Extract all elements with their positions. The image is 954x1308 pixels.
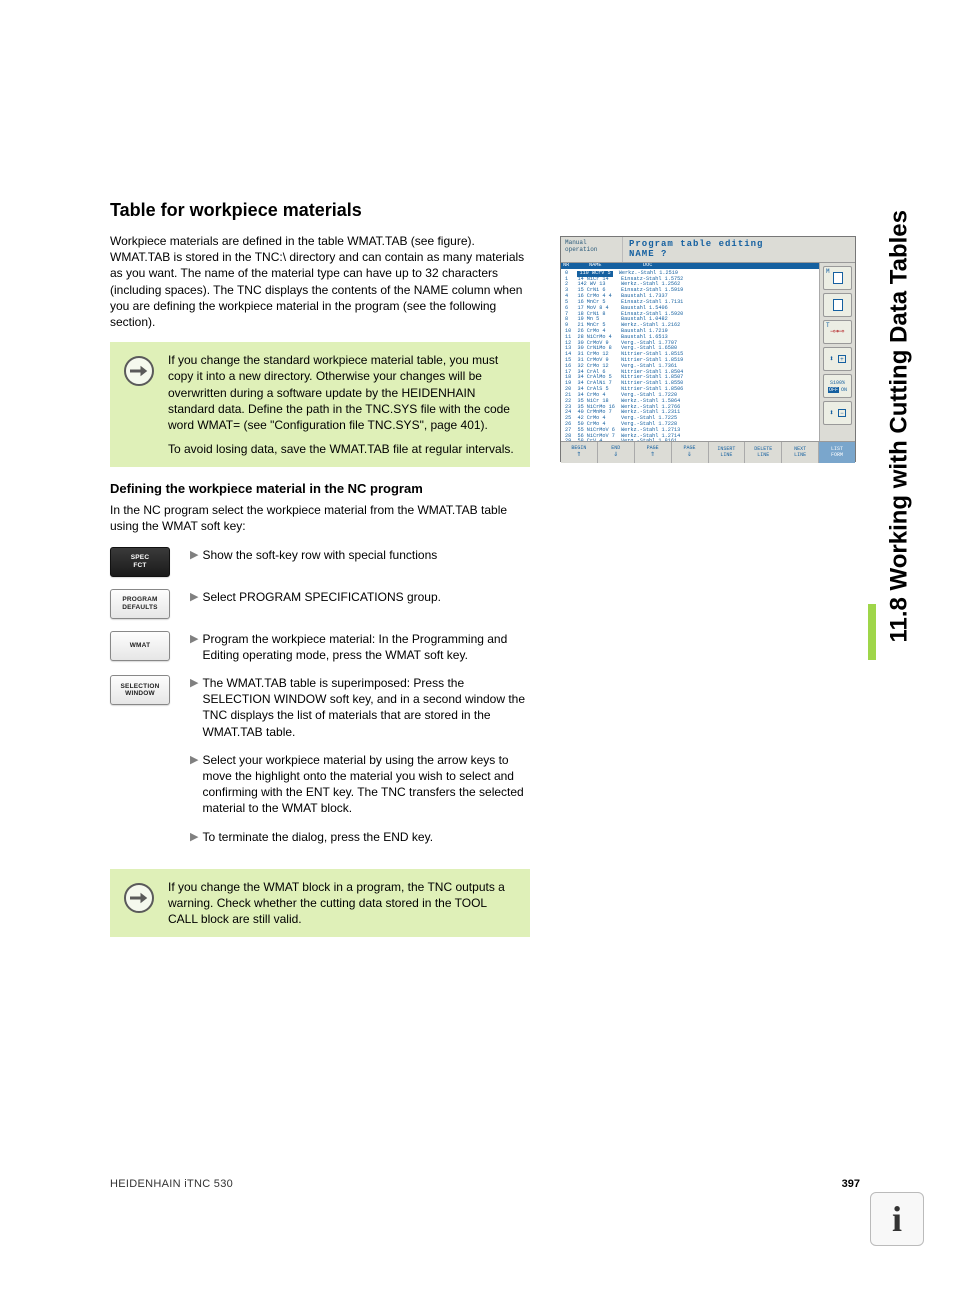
screenshot-body: NR NAME DOC 0 110 WCrV 5 Werkz.-Stahl 1.… [561,263,855,441]
step-row: ▶To terminate the dialog, press the END … [110,829,530,857]
footer-softkey[interactable]: BEGIN⇑ [561,442,598,463]
intro-paragraph: Workpiece materials are defined in the t… [110,233,530,330]
col-name: NAME [589,263,643,269]
step-row: SELECTION WINDOW ▶The WMAT.TAB table is s… [110,675,530,740]
footer-softkey[interactable]: NEXTLINE [782,442,819,463]
footer-softkey[interactable]: DELETELINE [745,442,782,463]
info-glyph: i [892,1198,902,1240]
footer-page-number: 397 [842,1178,860,1190]
softkey-button[interactable]: SELECTION WINDOW [110,675,170,705]
step-row: SPEC FCT ▶Show the soft-key row with spec… [110,547,530,577]
subheading: Defining the workpiece material in the N… [110,481,530,496]
tnc-screenshot: Manual operation Program table editing N… [560,236,856,462]
screenshot-header: Manual operation Program table editing N… [561,237,855,263]
softkey-button[interactable]: SPEC FCT [110,547,170,577]
side-btn-m[interactable]: M [823,266,852,290]
screenshot-mode: Manual operation [561,237,623,262]
step-description: Select PROGRAM SPECIFICATIONS group. [202,589,530,606]
note-icon-wrap [122,352,156,386]
page-footer: HEIDENHAIN iTNC 530 397 [110,1178,860,1190]
step-description: To terminate the dialog, press the END k… [202,829,530,846]
note-box-2: If you change the WMAT block in a progra… [110,869,530,938]
step-row: PROGRAM DEFAULTS ▶Select PROGRAM SPECIFIC… [110,589,530,619]
footer-softkey[interactable]: LISTFORM [819,442,855,463]
step-key-slot: PROGRAM DEFAULTS [110,589,176,619]
col-nr: NR [563,263,589,269]
screenshot-table-header: NR NAME DOC [561,263,819,269]
footer-softkey[interactable]: PAGE⇑ [635,442,672,463]
footer-softkey[interactable]: INSERTLINE [709,442,746,463]
side-btn-plus[interactable]: ⬍+ [823,347,852,371]
screenshot-title: Program table editing NAME ? [623,237,855,262]
step-key-slot: SELECTION WINDOW [110,675,176,705]
note-icon-wrap [122,879,156,913]
side-btn-2[interactable] [823,293,852,317]
softkey-button[interactable]: WMAT [110,631,170,661]
arrow-icon: ⇑ [650,451,655,459]
arrow-icon: ⇓ [613,451,618,459]
screenshot-table: NR NAME DOC 0 110 WCrV 5 Werkz.-Stahl 1.… [561,263,819,441]
step-text: ▶The WMAT.TAB table is superimposed: Pre… [190,675,530,740]
step-arrow-icon: ▶ [190,675,198,740]
step-text: ▶Select your workpiece material by using… [190,752,530,817]
step-arrow-icon: ▶ [190,752,198,817]
side-btn-minus[interactable]: ⬍− [823,401,852,425]
footer-softkey[interactable]: PAGE⇓ [672,442,709,463]
step-text: ▶Select PROGRAM SPECIFICATIONS group. [190,589,530,606]
section-title: Table for workpiece materials [110,200,530,221]
info-icon: i [870,1192,924,1246]
side-btn-t[interactable]: T⊸⊷ [823,320,852,344]
note2-text: If you change the WMAT block in a progra… [168,879,518,928]
step-arrow-icon: ▶ [190,589,198,606]
side-btn-s100[interactable]: S100%OFFON [823,374,852,398]
table-row: 29 58 CrV 4 Verg.-Stahl 1.8161 [565,439,815,441]
step-arrow-icon: ▶ [190,631,198,663]
arrow-icon: ⇓ [687,451,692,459]
sub-intro: In the NC program select the workpiece m… [110,502,530,534]
note-text: If you change the standard workpiece mat… [168,352,518,457]
arrow-note-icon [124,356,154,386]
step-text: ▶Program the workpiece material: In the … [190,631,530,663]
screenshot-sidebar: M T⊸⊷ ⬍+ S100%OFFON ⬍− [819,263,855,441]
scr-title-line1: Program table editing [629,239,849,249]
side-accent [868,604,876,660]
side-section-title: 11.8 Working with Cutting Data Tables [886,210,914,643]
arrow-icon: ⇑ [577,451,582,459]
note1-p1: If you change the standard workpiece mat… [168,352,518,433]
step-description: Select your workpiece material by using … [202,752,530,817]
screenshot-footer: BEGIN⇑END⇓PAGE⇑PAGE⇓INSERTLINEDELETELINE… [561,441,855,463]
footer-product: HEIDENHAIN iTNC 530 [110,1178,233,1190]
arrow-note-icon [124,883,154,913]
note-text: If you change the WMAT block in a progra… [168,879,518,928]
step-description: Program the workpiece material: In the P… [202,631,530,663]
note-box-1: If you change the standard workpiece mat… [110,342,530,467]
step-arrow-icon: ▶ [190,547,198,564]
step-key-slot: WMAT [110,631,176,661]
col-doc: DOC [643,263,652,269]
footer-softkey[interactable]: END⇓ [598,442,635,463]
step-text: ▶To terminate the dialog, press the END … [190,829,530,846]
step-key-slot [110,829,176,857]
step-row: WMAT ▶Program the workpiece material: In … [110,631,530,663]
step-description: The WMAT.TAB table is superimposed: Pres… [202,675,530,740]
step-key-slot: SPEC FCT [110,547,176,577]
step-text: ▶Show the soft-key row with special func… [190,547,530,564]
step-key-slot [110,752,176,780]
step-row: ▶Select your workpiece material by using… [110,752,530,817]
step-description: Show the soft-key row with special funct… [202,547,530,564]
softkey-button[interactable]: PROGRAM DEFAULTS [110,589,170,619]
step-arrow-icon: ▶ [190,829,198,846]
steps-list: SPEC FCT▶Show the soft-key row with spec… [110,547,530,857]
scr-title-line2: NAME ? [629,249,849,259]
note1-p2: To avoid losing data, save the WMAT.TAB … [168,441,518,457]
